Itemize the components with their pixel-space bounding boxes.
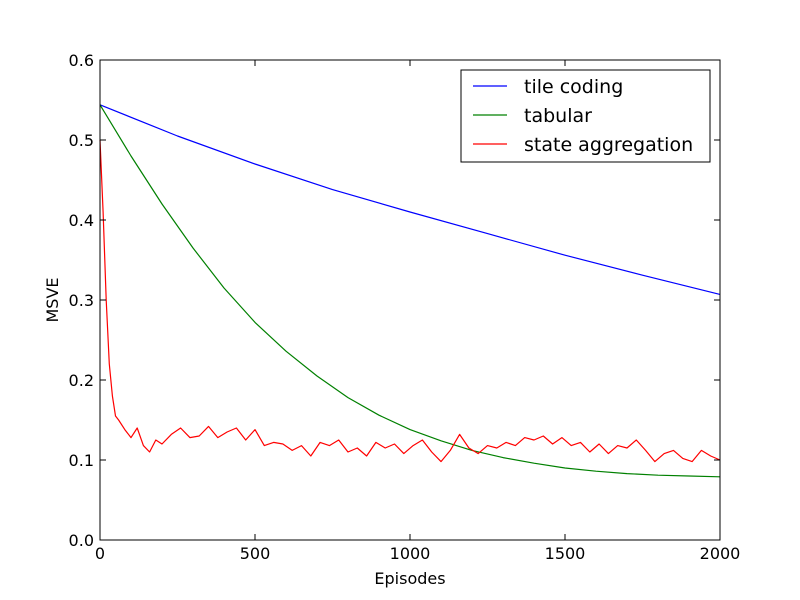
x-tick-label: 0: [95, 544, 105, 563]
x-axis-ticks: 0 500 1000 1500 2000: [95, 60, 740, 563]
y-tick-label: 0.5: [69, 131, 94, 150]
x-tick-label: 500: [240, 544, 271, 563]
y-axis-label: MSVE: [43, 277, 62, 322]
legend-box: [460, 69, 711, 163]
series-layer: [99, 104, 721, 478]
y-tick-label: 0.0: [69, 531, 94, 550]
series-line-state-aggregation: [99, 139, 721, 463]
legend-label: tabular: [524, 105, 592, 127]
x-tick-label: 1500: [545, 544, 586, 563]
series-line-tabular: [99, 104, 721, 478]
y-tick-label: 0.3: [69, 291, 94, 310]
x-tick-label: 1000: [390, 544, 431, 563]
y-tick-label: 0.6: [69, 51, 94, 70]
x-tick-label: 2000: [700, 544, 741, 563]
y-tick-label: 0.2: [69, 371, 94, 390]
y-tick-label: 0.1: [69, 451, 94, 470]
legend-label: tile coding: [524, 76, 623, 98]
y-axis-ticks: 0.0 0.1 0.2 0.3 0.4 0.5 0.6: [69, 51, 720, 550]
legend: tile coding tabular state aggregation: [460, 69, 711, 163]
x-axis-label: Episodes: [374, 569, 445, 588]
series-line-tile-coding: [99, 104, 721, 295]
legend-label: state aggregation: [524, 134, 693, 156]
y-tick-label: 0.4: [69, 211, 94, 230]
legend-entries: tile coding tabular state aggregation: [473, 76, 693, 156]
